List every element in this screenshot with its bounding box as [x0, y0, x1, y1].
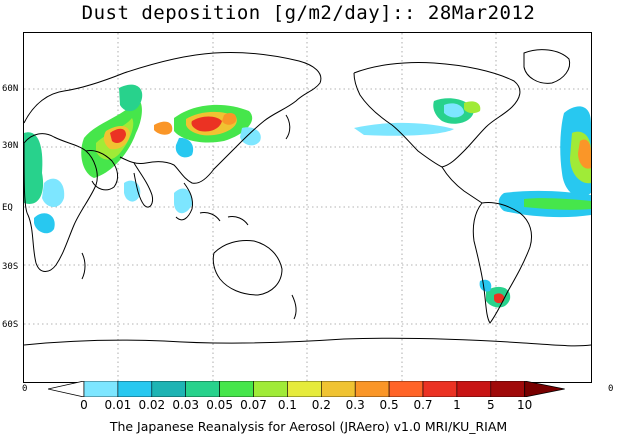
colorbar-tick-label: 0.03 — [172, 398, 200, 412]
colorbar-tick-label: 0 — [80, 398, 88, 412]
colorbar-tick-label: 1 — [453, 398, 461, 412]
colorbar-segment — [456, 381, 492, 397]
map-canvas — [24, 33, 591, 382]
colorbar-segment — [219, 381, 254, 397]
colorbar-segment — [422, 381, 458, 397]
dust-deposition-field — [24, 84, 591, 308]
colorbar-tick-label: 0.05 — [206, 398, 233, 412]
colorbar-segment — [151, 381, 187, 397]
colorbar-tick-label: 0.01 — [104, 398, 132, 412]
coastlines — [24, 49, 591, 347]
lon-label-left: 0 — [22, 384, 28, 394]
colorbar-tick-label: 0.1 — [277, 398, 297, 412]
colorbar — [48, 381, 565, 397]
colorbar-arrow-high — [524, 381, 565, 397]
lon-label-right: 0 — [608, 384, 614, 394]
lat-label-30n: 30N — [2, 141, 19, 151]
colorbar-segment — [388, 381, 424, 397]
colorbar-segment — [490, 381, 525, 397]
colorbar-segment — [253, 381, 288, 397]
colorbar-arrow-low — [48, 381, 85, 397]
lat-label-60n: 60N — [2, 84, 19, 94]
lat-label-30s: 30S — [2, 262, 19, 272]
lat-label-60s: 60S — [2, 320, 19, 330]
colorbar-segment — [287, 381, 322, 397]
colorbar-segment — [185, 381, 220, 397]
colorbar-segment — [117, 381, 153, 397]
colorbar-tick-label: 0.02 — [138, 398, 166, 412]
colorbar-tick-label: 5 — [486, 398, 495, 412]
colorbar-tick-label: 0.07 — [240, 398, 267, 412]
colorbar-tick-label: 0.7 — [413, 398, 433, 412]
colorbar-segment — [354, 381, 390, 397]
colorbar-segment — [83, 381, 119, 397]
world-map — [23, 32, 592, 383]
colorbar-tick-label: 0.5 — [379, 398, 399, 412]
footer-credit: The Japanese Reanalysis for Aerosol (JRA… — [109, 419, 508, 434]
colorbar-tick-label: 0.3 — [345, 398, 365, 412]
colorbar-tick-label: 0.2 — [311, 398, 331, 412]
map-title: Dust deposition [g/m2/day]:: 28Mar2012 — [81, 2, 536, 24]
lat-label-eq: EQ — [2, 203, 13, 213]
colorbar-segment — [320, 381, 356, 397]
colorbar-tick-label: 10 — [517, 398, 533, 412]
